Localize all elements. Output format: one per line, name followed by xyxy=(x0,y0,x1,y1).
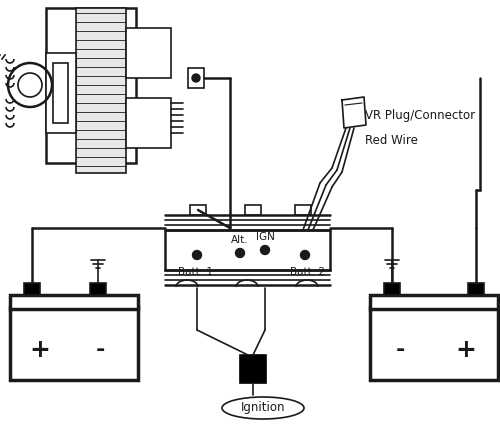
Bar xyxy=(24,283,40,295)
Bar xyxy=(370,295,498,309)
Text: Batt. 1: Batt. 1 xyxy=(178,267,212,277)
Bar xyxy=(240,355,266,383)
Bar xyxy=(370,307,498,380)
Bar xyxy=(53,63,68,123)
Bar xyxy=(165,230,330,270)
Bar xyxy=(190,205,206,215)
Circle shape xyxy=(192,74,200,82)
Bar xyxy=(468,283,484,295)
Bar xyxy=(10,295,138,309)
Bar xyxy=(76,8,126,173)
Text: Ignition: Ignition xyxy=(241,401,285,415)
Text: IGN: IGN xyxy=(256,232,274,242)
Bar xyxy=(126,98,171,148)
Text: Batt. 2: Batt. 2 xyxy=(290,267,324,277)
Bar xyxy=(295,205,311,215)
Bar xyxy=(90,283,106,295)
Text: VR Plug/Connector: VR Plug/Connector xyxy=(365,108,475,122)
Bar xyxy=(245,205,261,215)
Circle shape xyxy=(236,248,244,258)
Circle shape xyxy=(300,251,310,259)
Circle shape xyxy=(260,245,270,255)
Bar xyxy=(46,8,136,163)
Text: Red Wire: Red Wire xyxy=(365,133,418,146)
Text: +: + xyxy=(30,338,50,362)
Circle shape xyxy=(192,251,202,259)
Bar xyxy=(10,307,138,380)
Bar xyxy=(384,283,400,295)
Bar xyxy=(46,53,76,133)
Bar xyxy=(188,68,204,88)
Text: -: - xyxy=(396,340,404,360)
Bar xyxy=(126,28,171,78)
Text: +: + xyxy=(456,338,476,362)
Text: -: - xyxy=(96,340,104,360)
Text: Alt.: Alt. xyxy=(231,235,249,245)
Ellipse shape xyxy=(222,397,304,419)
